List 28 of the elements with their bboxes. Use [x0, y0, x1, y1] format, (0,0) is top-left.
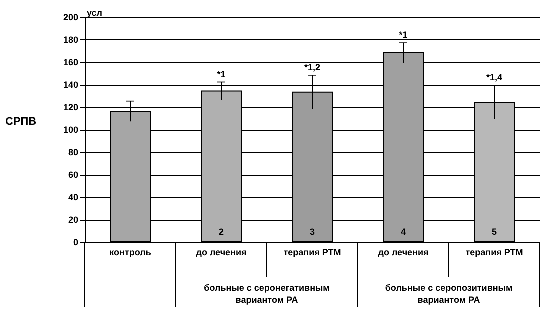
annotation: *1,2 — [304, 62, 321, 72]
text: больные с серонегативным вариантом РА — [204, 283, 330, 305]
annotation: усл — [87, 8, 103, 18]
y-tick-label: 0 — [73, 238, 78, 248]
y-tick-label: 40 — [68, 192, 78, 202]
annotation: 2 — [218, 227, 224, 237]
y-tick-label: 100 — [63, 125, 78, 135]
annotation: *1 — [399, 30, 408, 40]
y-tick-label: 60 — [68, 170, 78, 180]
y-tick-label: 200 — [63, 12, 78, 22]
y-axis-title: СРПВ — [6, 116, 37, 128]
text: больные с серопозитивным вариантом РА — [385, 283, 513, 305]
annotation: *1,4 — [486, 72, 503, 83]
annotation: 4 — [400, 227, 406, 237]
y-tick-label: 20 — [68, 215, 78, 225]
x-tick-label: терапия РТМ — [284, 248, 342, 258]
y-tick-label: 80 — [68, 148, 78, 158]
y-tick-label: 140 — [63, 80, 78, 90]
y-tick-label: 180 — [63, 35, 78, 45]
annotation: 5 — [492, 227, 498, 237]
x-tick-label: терапия РТМ — [466, 248, 524, 258]
annotation: 3 — [310, 227, 316, 237]
x-tick-label: до лечения — [378, 248, 429, 258]
annotation: *1 — [217, 69, 226, 80]
x-tick-label: контроль — [110, 248, 152, 258]
y-tick-label: 160 — [63, 58, 78, 68]
x-tick-label: до лечения — [196, 248, 247, 258]
y-tick-label: 120 — [63, 102, 78, 112]
